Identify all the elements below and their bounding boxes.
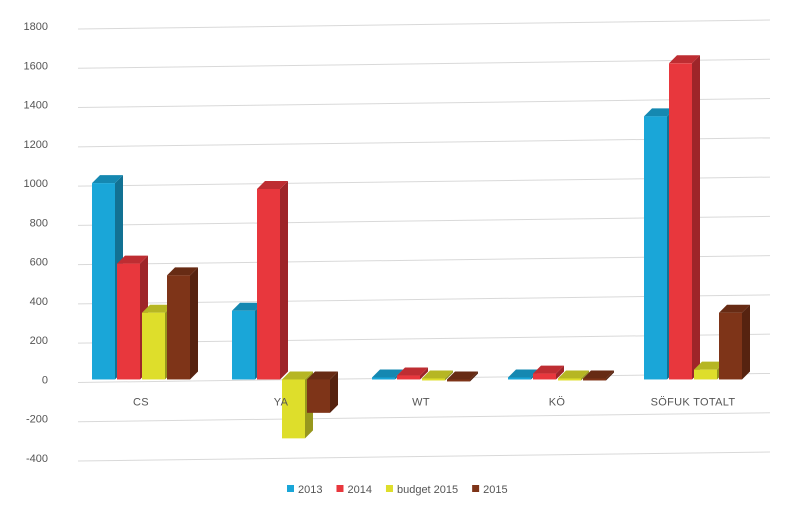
bar-front-face xyxy=(447,379,470,382)
category-label: CS xyxy=(133,396,149,408)
bar-budget-2015-ko xyxy=(558,370,589,381)
category-labels: CS YA WT KÖ SÖFUK TOTALT xyxy=(133,396,735,408)
bar-top-face xyxy=(372,369,403,378)
y-tick-label: 1600 xyxy=(24,60,48,72)
bar-front-face xyxy=(372,377,395,380)
bar-2014-ko xyxy=(533,365,564,380)
bar-front-face xyxy=(644,116,667,380)
bar-side-face xyxy=(420,367,428,380)
category-label: KÖ xyxy=(549,396,566,408)
bar-2015-ko xyxy=(583,370,614,381)
grid-layer xyxy=(77,19,771,462)
y-tick-label: 1200 xyxy=(24,139,48,151)
bar-front-face xyxy=(167,275,190,380)
bar-budget-2015-wt xyxy=(422,370,453,381)
legend: 2013 2014 budget 2015 2015 xyxy=(287,484,508,496)
y-tick-label: 1800 xyxy=(24,21,48,33)
bar-top-face xyxy=(142,304,173,313)
bar-front-face xyxy=(142,312,165,380)
legend-label: 2013 xyxy=(298,484,322,496)
bar-front-face xyxy=(282,379,305,439)
category-label: WT xyxy=(412,396,430,408)
legend-swatch xyxy=(336,485,344,492)
y-tick-label: 600 xyxy=(30,257,48,269)
bar-top-face xyxy=(117,255,148,264)
gridline xyxy=(77,98,771,109)
bar-front-face xyxy=(257,188,280,380)
legend-label: 2014 xyxy=(347,484,371,496)
bar-top-face xyxy=(257,180,288,189)
bar-side-face xyxy=(581,370,589,381)
bar-front-face xyxy=(422,378,445,381)
bar-side-face xyxy=(606,370,614,381)
y-tick-label: 800 xyxy=(30,217,48,229)
bar-2015-ya xyxy=(307,371,338,413)
bar-side-face xyxy=(556,365,564,380)
y-tick-label: 1000 xyxy=(24,178,48,190)
legend-swatch xyxy=(472,485,480,492)
bar-front-face xyxy=(719,312,742,380)
bar-front-face xyxy=(508,377,531,380)
y-tick-label: 400 xyxy=(30,296,48,308)
category-label: YA xyxy=(274,396,289,408)
bar-top-face xyxy=(719,304,750,313)
bar-front-face xyxy=(558,378,581,381)
bar-top-face xyxy=(694,361,725,370)
bar-top-face xyxy=(583,370,614,379)
bars-layer xyxy=(92,55,750,439)
y-axis-ticks: -400 -200 0 200 400 600 800 1000 1200 1400 1600 180… xyxy=(24,21,48,465)
bar-top-face xyxy=(533,365,564,374)
bar-front-face xyxy=(694,369,717,380)
bar-front-face xyxy=(307,379,330,413)
bar-top-face xyxy=(644,108,675,117)
bar-2014-sofuk-totalt xyxy=(669,55,700,380)
y-tick-label: -400 xyxy=(26,453,48,465)
y-tick-label: 0 xyxy=(42,374,48,386)
legend-label: 2015 xyxy=(483,484,507,496)
y-tick-label: -200 xyxy=(26,414,48,426)
bar-front-face xyxy=(92,183,115,380)
bar-side-face xyxy=(330,371,338,413)
y-tick-label: 1400 xyxy=(24,100,48,112)
bar-front-face xyxy=(669,63,692,380)
bar-2014-wt xyxy=(397,367,428,380)
bar-side-face xyxy=(470,371,478,382)
bar-top-face xyxy=(397,367,428,376)
bar-side-face xyxy=(692,55,700,380)
bar-top-face xyxy=(422,370,453,379)
y-tick-label: 200 xyxy=(30,335,48,347)
bar-2015-sofuk-totalt xyxy=(719,304,750,380)
bar-side-face xyxy=(742,304,750,380)
bar-front-face xyxy=(583,378,606,381)
bar-side-face xyxy=(445,370,453,381)
gridline xyxy=(77,412,771,423)
legend-swatch xyxy=(385,485,393,492)
bar-top-face xyxy=(167,267,198,276)
bar-side-face xyxy=(190,267,198,380)
bar-top-face xyxy=(669,55,700,64)
gridline xyxy=(77,451,771,462)
bar-top-face xyxy=(282,371,313,380)
gridline xyxy=(77,19,771,30)
bar-front-face xyxy=(232,310,255,380)
bar-2015-cs xyxy=(167,267,198,380)
bar-top-face xyxy=(307,371,338,380)
bar-2014-ya xyxy=(257,180,288,380)
bar-front-face xyxy=(397,375,420,380)
bar-top-face xyxy=(232,302,263,311)
bar-side-face xyxy=(280,180,288,380)
gridline xyxy=(77,58,771,69)
bar-2015-wt xyxy=(447,371,478,382)
bar-top-face xyxy=(447,371,478,380)
category-label: SÖFUK TOTALT xyxy=(651,396,736,408)
bar-front-face xyxy=(117,263,140,380)
bar-top-face xyxy=(558,370,589,379)
bar-top-face xyxy=(508,369,539,378)
bar-front-face xyxy=(533,373,556,380)
bar-top-face xyxy=(92,175,123,184)
legend-label: budget 2015 xyxy=(397,484,458,496)
legend-swatch xyxy=(287,485,294,492)
